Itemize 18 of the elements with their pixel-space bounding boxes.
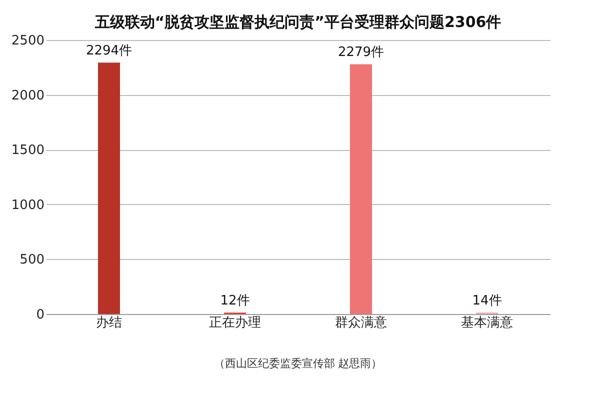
y-tick-label: 0 bbox=[36, 308, 44, 322]
x-tick-label: 办结 bbox=[96, 316, 122, 330]
data-label: 2279件 bbox=[338, 45, 384, 60]
bar bbox=[350, 64, 372, 314]
y-tick-label: 2000 bbox=[11, 88, 44, 104]
chart-title: 五级联动“脱贫攻坚监督执纪问责”平台受理群众问题2306件 bbox=[94, 13, 502, 31]
y-tick-label: 1000 bbox=[11, 198, 44, 213]
x-tick-label: 群众满意 bbox=[335, 316, 387, 330]
y-tick-label: 1500 bbox=[11, 143, 44, 158]
x-tick-label: 基本满意 bbox=[461, 316, 513, 330]
y-tick-label: 2500 bbox=[11, 34, 44, 48]
data-label: 14件 bbox=[472, 293, 502, 308]
y-tick-label: 500 bbox=[20, 252, 44, 268]
data-label: 12件 bbox=[220, 294, 250, 309]
x-tick-label: 正在办理 bbox=[209, 316, 261, 330]
data-label: 2294件 bbox=[86, 44, 132, 59]
text: （西山区纪委监委宣传部 赵思雨） bbox=[214, 357, 382, 370]
bar bbox=[98, 62, 120, 314]
